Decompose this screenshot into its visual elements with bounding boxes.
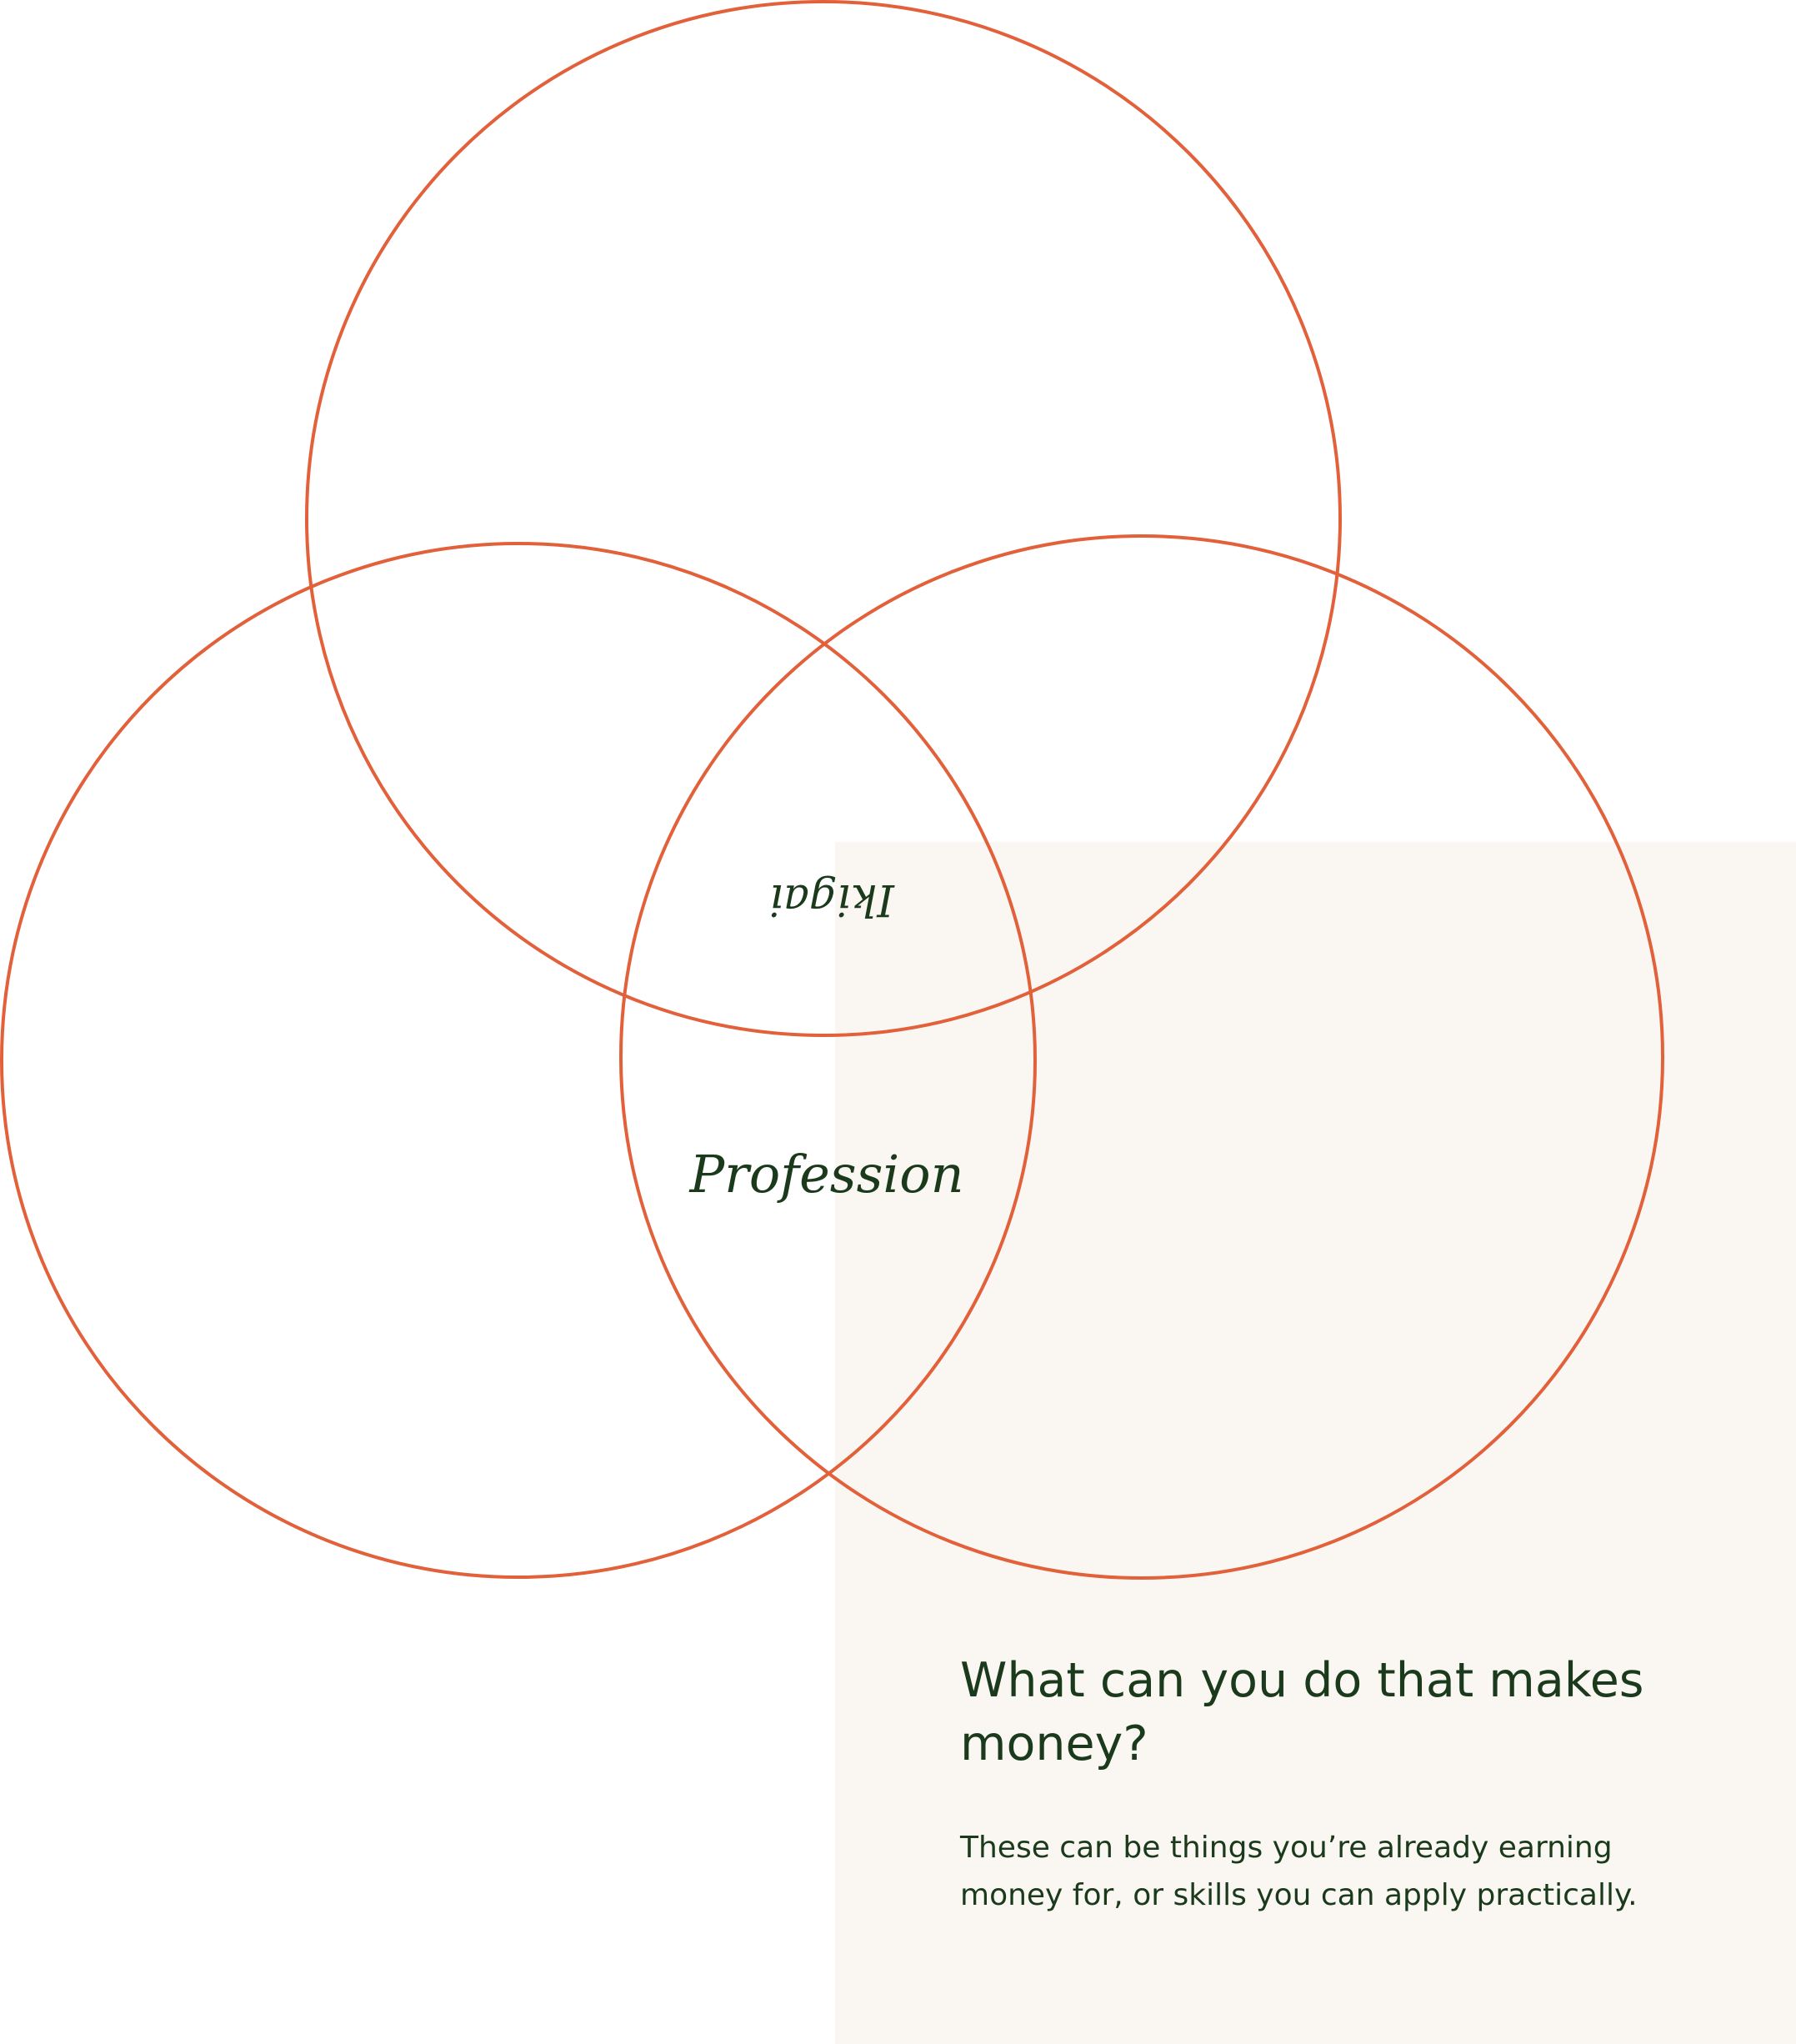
circle-outlines — [0, 0, 1664, 1580]
panel-description: These can be things you’re already earni… — [960, 1831, 1638, 1912]
ikigai-center-wedge-peach — [583, 600, 825, 834]
ikigai-center-wedge-blue — [825, 834, 1083, 1084]
info-panel — [835, 842, 1796, 2044]
profession-label: Profession — [688, 1144, 963, 1205]
left-circle — [0, 542, 1037, 1579]
panel-question: What can you do that makes money? — [960, 1653, 1644, 1771]
ikigai-label: Ikigai — [769, 874, 895, 924]
ikigai-center-wedge-yellow — [700, 600, 958, 834]
ikigai-center-wedge-green — [825, 600, 1083, 834]
right-circle — [619, 534, 1664, 1580]
top-circle — [305, 0, 1342, 1037]
ikigai-center-glow — [625, 634, 1025, 1034]
